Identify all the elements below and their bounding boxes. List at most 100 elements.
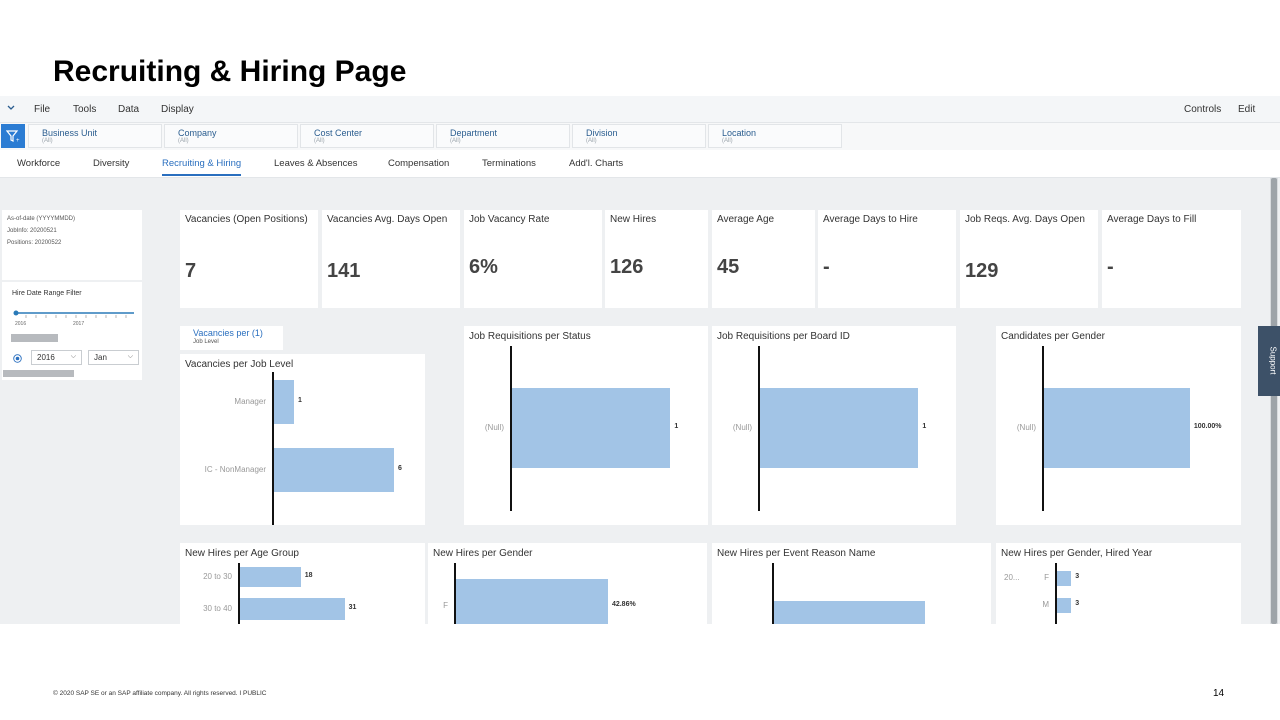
chart-title: Vacancies per Job Level: [185, 359, 294, 370]
kpi-title: New Hires: [610, 214, 657, 225]
radio-selected-icon[interactable]: [13, 354, 22, 363]
chart-bar: [274, 380, 294, 424]
data-label: 18: [304, 572, 313, 579]
svg-text:+: +: [16, 138, 20, 143]
tab-leaves-absences[interactable]: Leaves & Absences: [274, 158, 358, 169]
as-of-date-label: As-of-date (YYYYMMDD): [7, 216, 76, 222]
category-label: IC - NonManager: [204, 465, 266, 474]
chart-axis: [510, 346, 512, 511]
chart-title: New Hires per Gender, Hired Year: [1001, 548, 1153, 559]
chart-bar: [274, 448, 394, 492]
chart-bar: [512, 388, 671, 468]
vacancies-drill-tab[interactable]: Vacancies per (1) Job Level: [180, 326, 283, 350]
hire-date-filter-panel: Hire Date Range Filter 2016 2017: [2, 282, 142, 380]
kpi-value: 6%: [469, 256, 498, 278]
app-window: File Tools Data Display Controls Edit + …: [0, 96, 1280, 624]
chart-axis: [238, 563, 240, 624]
slider-tick-label: 2017: [73, 321, 85, 327]
category-label: M: [1042, 600, 1049, 609]
chart-bar: [240, 598, 345, 620]
chart-group-label: 20...: [1004, 573, 1020, 582]
chart-bar: [240, 567, 301, 587]
kpi-value: 45: [717, 256, 740, 278]
chart-card: New Hires per Gender, Hired Year 20... F 3 M…: [996, 543, 1241, 624]
filter-label: Location: [722, 128, 757, 138]
kpi-tile-job-reqs-days-open: Job Reqs. Avg. Days Open 129: [960, 210, 1098, 308]
filter-location[interactable]: Location (All): [708, 124, 842, 148]
category-label: (Null): [484, 423, 504, 432]
category-label: 30 to 40: [203, 604, 232, 613]
data-label: 100.00%: [1193, 423, 1222, 430]
chart-bar: [774, 601, 925, 624]
filter-label: Business Unit: [42, 128, 98, 138]
data-label: 3: [1075, 600, 1080, 607]
month-select-value: Jan: [94, 353, 107, 362]
category-label: Manager: [234, 397, 266, 406]
chart-axis: [1055, 563, 1057, 624]
filter-icon[interactable]: +: [1, 124, 25, 148]
chart-axis: [772, 563, 774, 624]
tab-recruiting-hiring[interactable]: Recruiting & Hiring: [162, 158, 242, 176]
month-select[interactable]: Jan ⌵: [88, 350, 139, 365]
vacancies-tab-sub: Job Level: [193, 339, 219, 345]
tab-compensation[interactable]: Compensation: [388, 158, 450, 169]
filter-division[interactable]: Division (All): [572, 124, 706, 148]
slider-range-bar: [11, 334, 58, 342]
menu-file[interactable]: File: [34, 104, 51, 115]
filter-label: Division: [586, 128, 618, 138]
chart-axis: [454, 563, 456, 624]
tab-diversity[interactable]: Diversity: [93, 158, 130, 169]
chart-axis: [272, 372, 274, 525]
tab-workforce[interactable]: Workforce: [17, 158, 61, 169]
filter-value: (All): [42, 138, 53, 144]
controls-button[interactable]: Controls: [1184, 104, 1222, 115]
chart-bar: [1057, 570, 1072, 586]
filter-value: (All): [586, 138, 597, 144]
edit-button[interactable]: Edit: [1238, 104, 1256, 115]
category-label: F: [1044, 573, 1049, 582]
page-number: 14: [1213, 688, 1225, 699]
kpi-tile-job-vacancy-rate: Job Vacancy Rate 6%: [464, 210, 602, 308]
chart-bar: [456, 578, 608, 624]
as-of-date-panel: As-of-date (YYYYMMDD) JobInfo: 20200521 …: [2, 210, 142, 280]
chevron-down-icon[interactable]: [7, 104, 15, 112]
data-label: 1: [298, 397, 302, 404]
kpi-value: 126: [610, 256, 644, 278]
menu-display[interactable]: Display: [161, 104, 194, 115]
menu-bar: File Tools Data Display Controls Edit: [0, 96, 1280, 123]
kpi-tile-average-age: Average Age 45: [712, 210, 815, 308]
filter-business-unit[interactable]: Business Unit (All): [28, 124, 162, 148]
filter-value: (All): [450, 138, 461, 144]
menu-tools[interactable]: Tools: [73, 104, 97, 115]
vacancies-tab-label: Vacancies per (1): [193, 328, 263, 338]
year-select-value: 2016: [37, 353, 55, 362]
category-label: F: [443, 601, 448, 610]
kpi-tile-days-to-hire: Average Days to Hire -: [818, 210, 956, 308]
kpi-tile-vacancies-days-open: Vacancies Avg. Days Open 141: [322, 210, 460, 308]
date-range-slider[interactable]: [12, 308, 137, 318]
filter-label: Company: [178, 128, 217, 138]
support-button[interactable]: Support: [1258, 326, 1280, 396]
category-label: (Null): [732, 423, 752, 432]
tab-terminations[interactable]: Terminations: [482, 158, 536, 169]
filter-department[interactable]: Department (All): [436, 124, 570, 148]
chart-axis: [758, 346, 760, 511]
jobinfo-date: JobInfo: 20200521: [7, 228, 57, 234]
category-label: 20 to 30: [203, 572, 232, 581]
kpi-value: -: [823, 256, 830, 278]
filter-company[interactable]: Company (All): [164, 124, 298, 148]
kpi-tile-new-hires: New Hires 126: [605, 210, 708, 308]
scrollbar-thumb[interactable]: [1271, 178, 1277, 624]
chart-title: Job Requisitions per Status: [469, 331, 591, 342]
year-select[interactable]: 2016 ⌵: [31, 350, 82, 365]
chevron-down-icon: ⌵: [70, 353, 76, 360]
chart-card: Job Requisitions per Board ID (Null) 1: [712, 326, 956, 525]
kpi-tile-days-to-fill: Average Days to Fill -: [1102, 210, 1241, 308]
data-label: 42.86%: [611, 601, 636, 608]
chart-axis: [1042, 346, 1044, 511]
tab-addl-charts[interactable]: Add'l. Charts: [569, 158, 624, 169]
menu-data[interactable]: Data: [118, 104, 140, 115]
positions-date: Positions: 20200522: [7, 240, 62, 246]
data-label: 1: [922, 423, 927, 430]
filter-cost-center[interactable]: Cost Center (All): [300, 124, 434, 148]
